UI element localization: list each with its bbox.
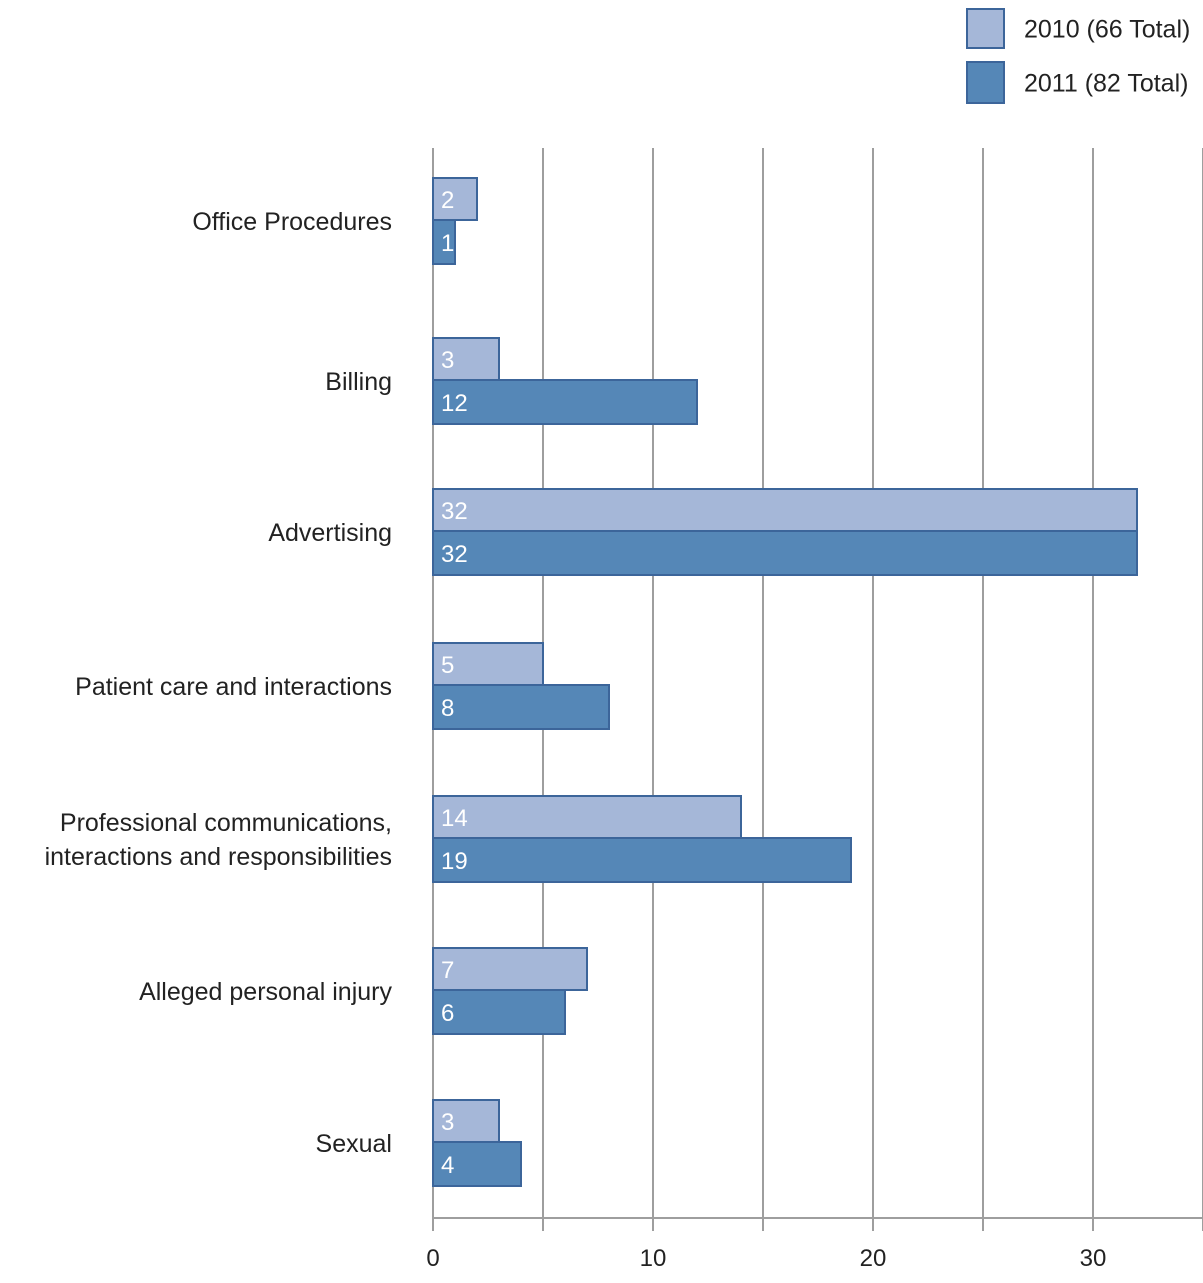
data-label-2010: 2 <box>441 187 454 214</box>
data-label-2011: 8 <box>441 695 454 722</box>
category-label: Billing <box>325 368 392 396</box>
x-tick-label: 20 <box>860 1245 887 1272</box>
category-label: Patient care and interactions <box>75 673 392 701</box>
category-label: Office Procedures <box>192 208 392 236</box>
bar-2011 <box>432 219 456 265</box>
data-label-2011: 6 <box>441 1000 454 1027</box>
bar-2010 <box>432 488 1138 532</box>
bar-2011 <box>432 1141 522 1187</box>
data-label-2010: 32 <box>441 498 468 525</box>
bar-2011 <box>432 530 1138 576</box>
bar-2010 <box>432 947 588 991</box>
data-label-2011: 4 <box>441 1152 454 1179</box>
x-tick-label: 0 <box>426 1245 439 1272</box>
category-label: interactions and responsibilities <box>45 843 392 871</box>
bar-2011 <box>432 379 698 425</box>
bar-2010 <box>432 177 478 221</box>
bar-2010 <box>432 795 742 839</box>
legend-label: 2010 (66 Total) <box>1024 16 1190 44</box>
data-label-2011: 32 <box>441 541 468 568</box>
legend-swatch <box>966 8 1005 49</box>
legend-swatch <box>966 61 1005 104</box>
data-label-2010: 3 <box>441 1109 454 1136</box>
data-label-2010: 7 <box>441 957 454 984</box>
bar-2010 <box>432 337 500 381</box>
legend-label: 2011 (82 Total) <box>1024 70 1188 98</box>
category-label: Sexual <box>316 1130 392 1158</box>
x-tick-label: 10 <box>640 1245 667 1272</box>
data-label-2011: 1 <box>441 230 454 257</box>
bar-2011 <box>432 684 610 730</box>
data-label-2010: 5 <box>441 652 454 679</box>
bar-2010 <box>432 1099 500 1143</box>
data-label-2011: 12 <box>441 390 468 417</box>
bar-2011 <box>432 989 566 1035</box>
bar-2010 <box>432 642 544 686</box>
category-label: Alleged personal injury <box>139 978 392 1006</box>
data-label-2010: 14 <box>441 805 468 832</box>
data-label-2011: 19 <box>441 848 468 875</box>
data-label-2010: 3 <box>441 347 454 374</box>
category-label: Professional communications, <box>60 809 392 837</box>
category-label: Advertising <box>268 519 392 547</box>
bar-2011 <box>432 837 852 883</box>
x-tick-label: 30 <box>1080 1245 1107 1272</box>
